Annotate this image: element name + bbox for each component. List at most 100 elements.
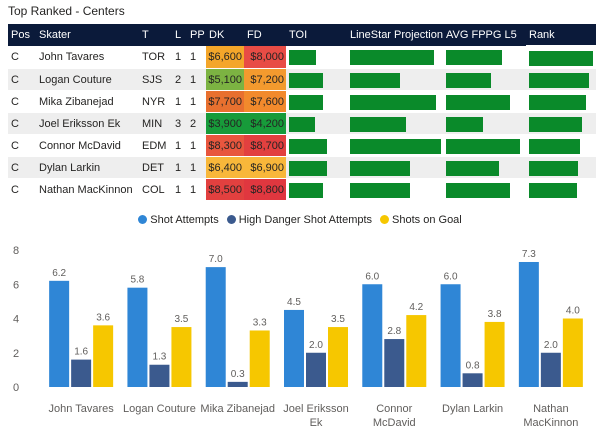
cell-rank bbox=[526, 90, 596, 113]
bar bbox=[284, 309, 304, 387]
data-label: 6.0 bbox=[365, 271, 379, 282]
shots-bar-chart: 0 2 4 6 8 6.2 1.6 3.6 John Tavares 5.8 1.3 3.5 Logan… bbox=[13, 245, 583, 429]
legend-dot-icon bbox=[380, 215, 390, 224]
data-label: 0.3 bbox=[231, 369, 245, 380]
cell-fd-salary: $7,200 bbox=[244, 68, 286, 91]
fppg-databar bbox=[446, 160, 499, 176]
table-row[interactable]: C Logan Couture SJS 2 1 $5,100 $7,200 bbox=[8, 68, 596, 91]
cell-team: TOR bbox=[139, 46, 172, 69]
col-header-pp[interactable]: PP bbox=[187, 24, 206, 46]
cell-projection bbox=[347, 112, 443, 135]
bar bbox=[93, 325, 114, 387]
cell-line: 1 bbox=[172, 46, 187, 69]
y-tick-label: 2 bbox=[13, 348, 19, 360]
cell-toi bbox=[286, 68, 347, 91]
cell-pp: 1 bbox=[187, 134, 206, 157]
data-label: 3.6 bbox=[96, 312, 110, 323]
col-header-dk[interactable]: DK bbox=[206, 24, 244, 46]
cell-projection bbox=[347, 134, 443, 157]
data-label: 3.8 bbox=[488, 309, 502, 320]
fppg-databar bbox=[446, 182, 510, 198]
cell-skater: Nathan MacKinnon bbox=[36, 178, 139, 201]
cell-fd-salary: $4,200 bbox=[244, 112, 286, 135]
bar bbox=[384, 339, 405, 387]
cell-fd-salary: $7,600 bbox=[244, 90, 286, 113]
cell-toi bbox=[286, 156, 347, 179]
cell-pos: C bbox=[8, 46, 36, 69]
cell-pos: C bbox=[8, 112, 36, 135]
cell-toi bbox=[286, 178, 347, 201]
cell-projection bbox=[347, 90, 443, 113]
data-label: 2.0 bbox=[309, 340, 323, 351]
table-row[interactable]: C Joel Eriksson Ek MIN 3 2 $3,900 $4,200 bbox=[8, 112, 596, 135]
data-label: 5.8 bbox=[130, 275, 144, 286]
cell-fppg bbox=[443, 46, 526, 69]
cell-line: 1 bbox=[172, 90, 187, 113]
fppg-databar bbox=[446, 72, 491, 88]
table-row[interactable]: C Connor McDavid EDM 1 1 $8,300 $8,700 bbox=[8, 134, 596, 157]
projection-databar bbox=[350, 138, 441, 154]
data-label: 7.0 bbox=[209, 254, 223, 265]
bar bbox=[328, 327, 348, 387]
cell-pp: 2 bbox=[187, 112, 206, 135]
data-label: 2.8 bbox=[387, 326, 401, 337]
bar bbox=[406, 315, 427, 387]
legend-item[interactable]: Shots on Goal bbox=[380, 214, 462, 226]
toi-databar bbox=[289, 182, 323, 198]
col-header-pos[interactable]: Pos bbox=[8, 24, 36, 46]
rank-databar bbox=[529, 50, 593, 66]
cell-dk-salary: $7,700 bbox=[206, 90, 244, 113]
col-header-team[interactable]: T bbox=[139, 24, 172, 46]
toi-databar bbox=[289, 138, 327, 154]
toi-databar bbox=[289, 50, 316, 65]
toi-databar bbox=[289, 94, 323, 110]
table-row[interactable]: C Mika Zibanejad NYR 1 1 $7,700 $7,600 bbox=[8, 90, 596, 113]
col-header-fppg[interactable]: AVG FPPG L5 bbox=[443, 24, 526, 46]
cell-fppg bbox=[443, 112, 526, 135]
data-label: 7.3 bbox=[522, 249, 536, 260]
cell-pos: C bbox=[8, 134, 36, 157]
cell-skater: Joel Eriksson Ek bbox=[36, 112, 139, 135]
bar bbox=[440, 284, 461, 387]
x-tick-label: Nathan bbox=[533, 403, 568, 415]
table-row[interactable]: C John Tavares TOR 1 1 $6,600 $8,000 bbox=[8, 46, 596, 69]
chart-legend: Shot Attempts High Danger Shot Attempts Sh… bbox=[0, 214, 600, 226]
col-header-projection[interactable]: LineStar Projection bbox=[347, 24, 443, 46]
fppg-databar bbox=[446, 116, 483, 132]
cell-projection bbox=[347, 178, 443, 201]
cell-fd-salary: $6,900 bbox=[244, 156, 286, 179]
data-label: 2.0 bbox=[544, 340, 558, 351]
cell-dk-salary: $8,500 bbox=[206, 178, 244, 201]
table-row[interactable]: C Dylan Larkin DET 1 1 $6,400 $6,900 bbox=[8, 156, 596, 179]
bar bbox=[306, 352, 326, 387]
cell-dk-salary: $6,400 bbox=[206, 156, 244, 179]
data-label: 6.0 bbox=[444, 271, 458, 282]
bar bbox=[462, 373, 483, 387]
cell-fd-salary: $8,700 bbox=[244, 134, 286, 157]
table-row[interactable]: C Nathan MacKinnon COL 1 1 $8,500 $8,800 bbox=[8, 178, 596, 201]
col-header-fd[interactable]: FD bbox=[244, 24, 286, 46]
legend-item[interactable]: High Danger Shot Attempts bbox=[226, 214, 373, 226]
legend-label: Shot Attempts bbox=[150, 214, 219, 226]
y-tick-label: 0 bbox=[13, 382, 19, 394]
col-header-line[interactable]: L bbox=[172, 24, 187, 46]
bar bbox=[518, 261, 539, 387]
legend-label: High Danger Shot Attempts bbox=[238, 214, 373, 226]
data-label: 3.5 bbox=[331, 314, 345, 325]
y-tick-label: 4 bbox=[13, 314, 19, 326]
cell-pp: 1 bbox=[187, 46, 206, 69]
cell-rank bbox=[526, 134, 596, 157]
legend-dot-icon bbox=[138, 215, 148, 224]
col-header-rank[interactable]: Rank bbox=[526, 24, 596, 47]
cell-pos: C bbox=[8, 68, 36, 91]
cell-fd-salary: $8,000 bbox=[244, 46, 286, 69]
col-header-toi[interactable]: TOI bbox=[286, 24, 347, 46]
col-header-skater[interactable]: Skater bbox=[36, 24, 139, 46]
cell-toi bbox=[286, 112, 347, 135]
cell-dk-salary: $3,900 bbox=[206, 112, 244, 135]
legend-label: Shots on Goal bbox=[392, 214, 462, 226]
cell-pp: 1 bbox=[187, 68, 206, 91]
legend-item[interactable]: Shot Attempts bbox=[138, 214, 219, 226]
cell-rank bbox=[526, 46, 596, 69]
x-tick-label: Dylan Larkin bbox=[442, 403, 503, 415]
